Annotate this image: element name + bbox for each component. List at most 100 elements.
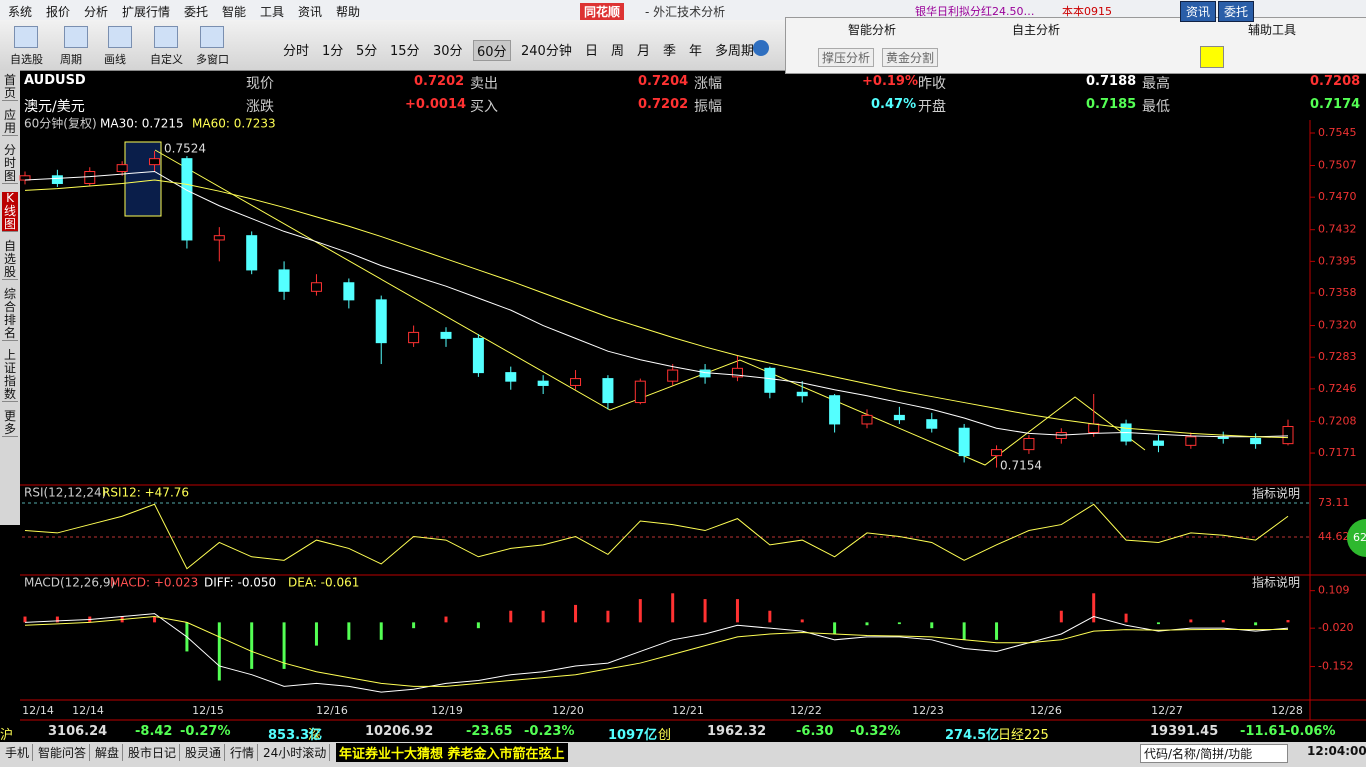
candle-body bbox=[472, 337, 484, 374]
rsi-line bbox=[24, 503, 1289, 570]
tool-icon[interactable] bbox=[108, 26, 132, 48]
candle-body bbox=[116, 164, 128, 172]
period-button[interactable]: 日 bbox=[585, 44, 599, 59]
candle-body bbox=[731, 367, 743, 378]
x-tick-label: 12/26 bbox=[1030, 704, 1062, 717]
bottom-tab[interactable]: 股灵通 bbox=[182, 744, 226, 761]
help-button[interactable]: 指标说明 bbox=[1252, 486, 1300, 501]
quote-value: 0.7202 bbox=[638, 97, 689, 112]
settings-icon[interactable] bbox=[753, 40, 769, 56]
candle-body bbox=[667, 369, 679, 382]
status-field: 1962.32 bbox=[707, 724, 767, 739]
quote-label: 振幅 bbox=[694, 99, 722, 115]
menu-item[interactable]: 智能 bbox=[222, 5, 247, 19]
y-tick-label: 0.7470 bbox=[1318, 190, 1357, 203]
candle-body bbox=[1152, 440, 1164, 446]
period-button[interactable]: 1分 bbox=[322, 44, 344, 59]
candle-body bbox=[991, 449, 1003, 457]
period-button[interactable]: 15分 bbox=[390, 44, 420, 59]
menu-item[interactable]: 报价 bbox=[46, 5, 71, 19]
top-button[interactable]: 资讯 bbox=[1180, 1, 1217, 22]
panel-button[interactable]: 撑压分析 bbox=[818, 48, 875, 67]
analysis-panel bbox=[785, 17, 1366, 74]
menu-item[interactable]: 资讯 bbox=[298, 5, 323, 19]
status-field: 19391.45 bbox=[1150, 724, 1219, 739]
candle-body bbox=[310, 282, 322, 292]
sidebar-tab[interactable]: 自选股 bbox=[2, 239, 18, 280]
quote-label: 卖出 bbox=[470, 76, 498, 92]
zigzag bbox=[154, 149, 1146, 466]
period-button[interactable]: 5分 bbox=[356, 44, 378, 59]
x-tick-label: 12/14 bbox=[22, 704, 54, 717]
color-swatch[interactable] bbox=[1200, 46, 1224, 68]
candle-body bbox=[246, 235, 258, 271]
search-box[interactable]: 代码/名称/简拼/功能 bbox=[1140, 744, 1288, 763]
menu-item[interactable]: 委托 bbox=[184, 5, 209, 19]
status-field: -6.30 bbox=[796, 724, 834, 739]
period-button[interactable]: 30分 bbox=[433, 44, 463, 59]
x-tick-label: 12/28 bbox=[1271, 704, 1303, 717]
menu-item[interactable]: 工具 bbox=[260, 5, 285, 19]
status-field: 深 bbox=[308, 728, 322, 743]
sidebar-tab[interactable]: 应用 bbox=[2, 108, 18, 136]
tool-icon[interactable] bbox=[154, 26, 178, 48]
user: 本本0915 bbox=[1062, 5, 1112, 18]
status-field: 日经225 bbox=[998, 728, 1049, 743]
bottom-tab[interactable]: 24小时滚动 bbox=[260, 744, 331, 761]
bottom-tab[interactable]: 解盘 bbox=[92, 744, 124, 761]
badge[interactable]: 62 bbox=[1347, 519, 1366, 557]
tool-icon[interactable] bbox=[64, 26, 88, 48]
y-tick-label: 0.7171 bbox=[1318, 446, 1357, 459]
sidebar-tab[interactable]: 首页 bbox=[2, 73, 18, 101]
tool-label[interactable]: 画线 bbox=[104, 53, 126, 66]
menu-item[interactable]: 扩展行情 bbox=[122, 5, 171, 19]
menu-item[interactable]: 系统 bbox=[8, 5, 33, 19]
macd-title: MACD(12,26,9) bbox=[24, 576, 115, 590]
panel-header: 智能分析 bbox=[848, 23, 897, 37]
period-button[interactable]: 季 bbox=[663, 44, 677, 59]
period-button[interactable]: 月 bbox=[637, 44, 651, 59]
tool-label[interactable]: 自定义 bbox=[150, 53, 183, 66]
notice[interactable]: 银华日利拟分红24.50… bbox=[915, 5, 1035, 18]
tool-label[interactable]: 周期 bbox=[60, 53, 82, 66]
period-button[interactable]: 周 bbox=[611, 44, 625, 59]
sidebar-tab[interactable]: 更多 bbox=[2, 409, 18, 437]
tool-label[interactable]: 多窗口 bbox=[196, 53, 229, 66]
x-tick-label: 12/22 bbox=[790, 704, 822, 717]
candle-body bbox=[1185, 436, 1197, 446]
period-button[interactable]: 年 bbox=[689, 44, 703, 59]
period-button[interactable]: 240分钟 bbox=[521, 44, 572, 59]
bottom-tab[interactable]: 行情 bbox=[227, 744, 259, 761]
period-button[interactable]: 多周期 bbox=[715, 44, 755, 59]
bottom-tab[interactable]: 智能问答 bbox=[35, 744, 91, 761]
news-ticker[interactable]: 年证券业十大猜想 养老金入市箭在弦上 bbox=[336, 743, 568, 762]
menu-item[interactable]: 帮助 bbox=[336, 5, 361, 19]
tool-label[interactable]: 自选股 bbox=[10, 53, 43, 66]
tool-icon[interactable] bbox=[14, 26, 38, 48]
top-button[interactable]: 委托 bbox=[1218, 1, 1255, 22]
high-label: 0.7524 bbox=[164, 142, 206, 156]
status-field: 853.3亿 bbox=[268, 728, 323, 743]
candle-body bbox=[213, 235, 225, 241]
candle-body bbox=[699, 369, 711, 378]
sidebar-tab[interactable]: 综合排名 bbox=[2, 287, 18, 341]
period-button[interactable]: 分时 bbox=[283, 44, 310, 59]
tool-icon[interactable] bbox=[200, 26, 224, 48]
help-button[interactable]: 指标说明 bbox=[1252, 575, 1300, 590]
candle-body bbox=[278, 269, 290, 292]
x-tick-label: 12/20 bbox=[552, 704, 584, 717]
y-tick-label: 0.7283 bbox=[1318, 350, 1357, 363]
candle-body bbox=[1023, 438, 1035, 451]
highlight-box bbox=[124, 141, 162, 217]
sidebar-tab[interactable]: 分时图 bbox=[2, 143, 18, 184]
candle-body bbox=[537, 380, 549, 386]
bottom-tab[interactable]: 股市日记 bbox=[125, 744, 181, 761]
bottom-bar bbox=[0, 742, 1366, 767]
dea-line bbox=[24, 616, 1289, 687]
sidebar-tab[interactable]: K线图 bbox=[2, 191, 18, 232]
panel-button[interactable]: 黄金分割 bbox=[882, 48, 939, 67]
bottom-tab[interactable]: 手机 bbox=[2, 744, 34, 761]
menu-item[interactable]: 分析 bbox=[84, 5, 109, 19]
sidebar-tab[interactable]: 上证指数 bbox=[2, 348, 18, 402]
period-button[interactable]: 60分 bbox=[473, 40, 511, 61]
